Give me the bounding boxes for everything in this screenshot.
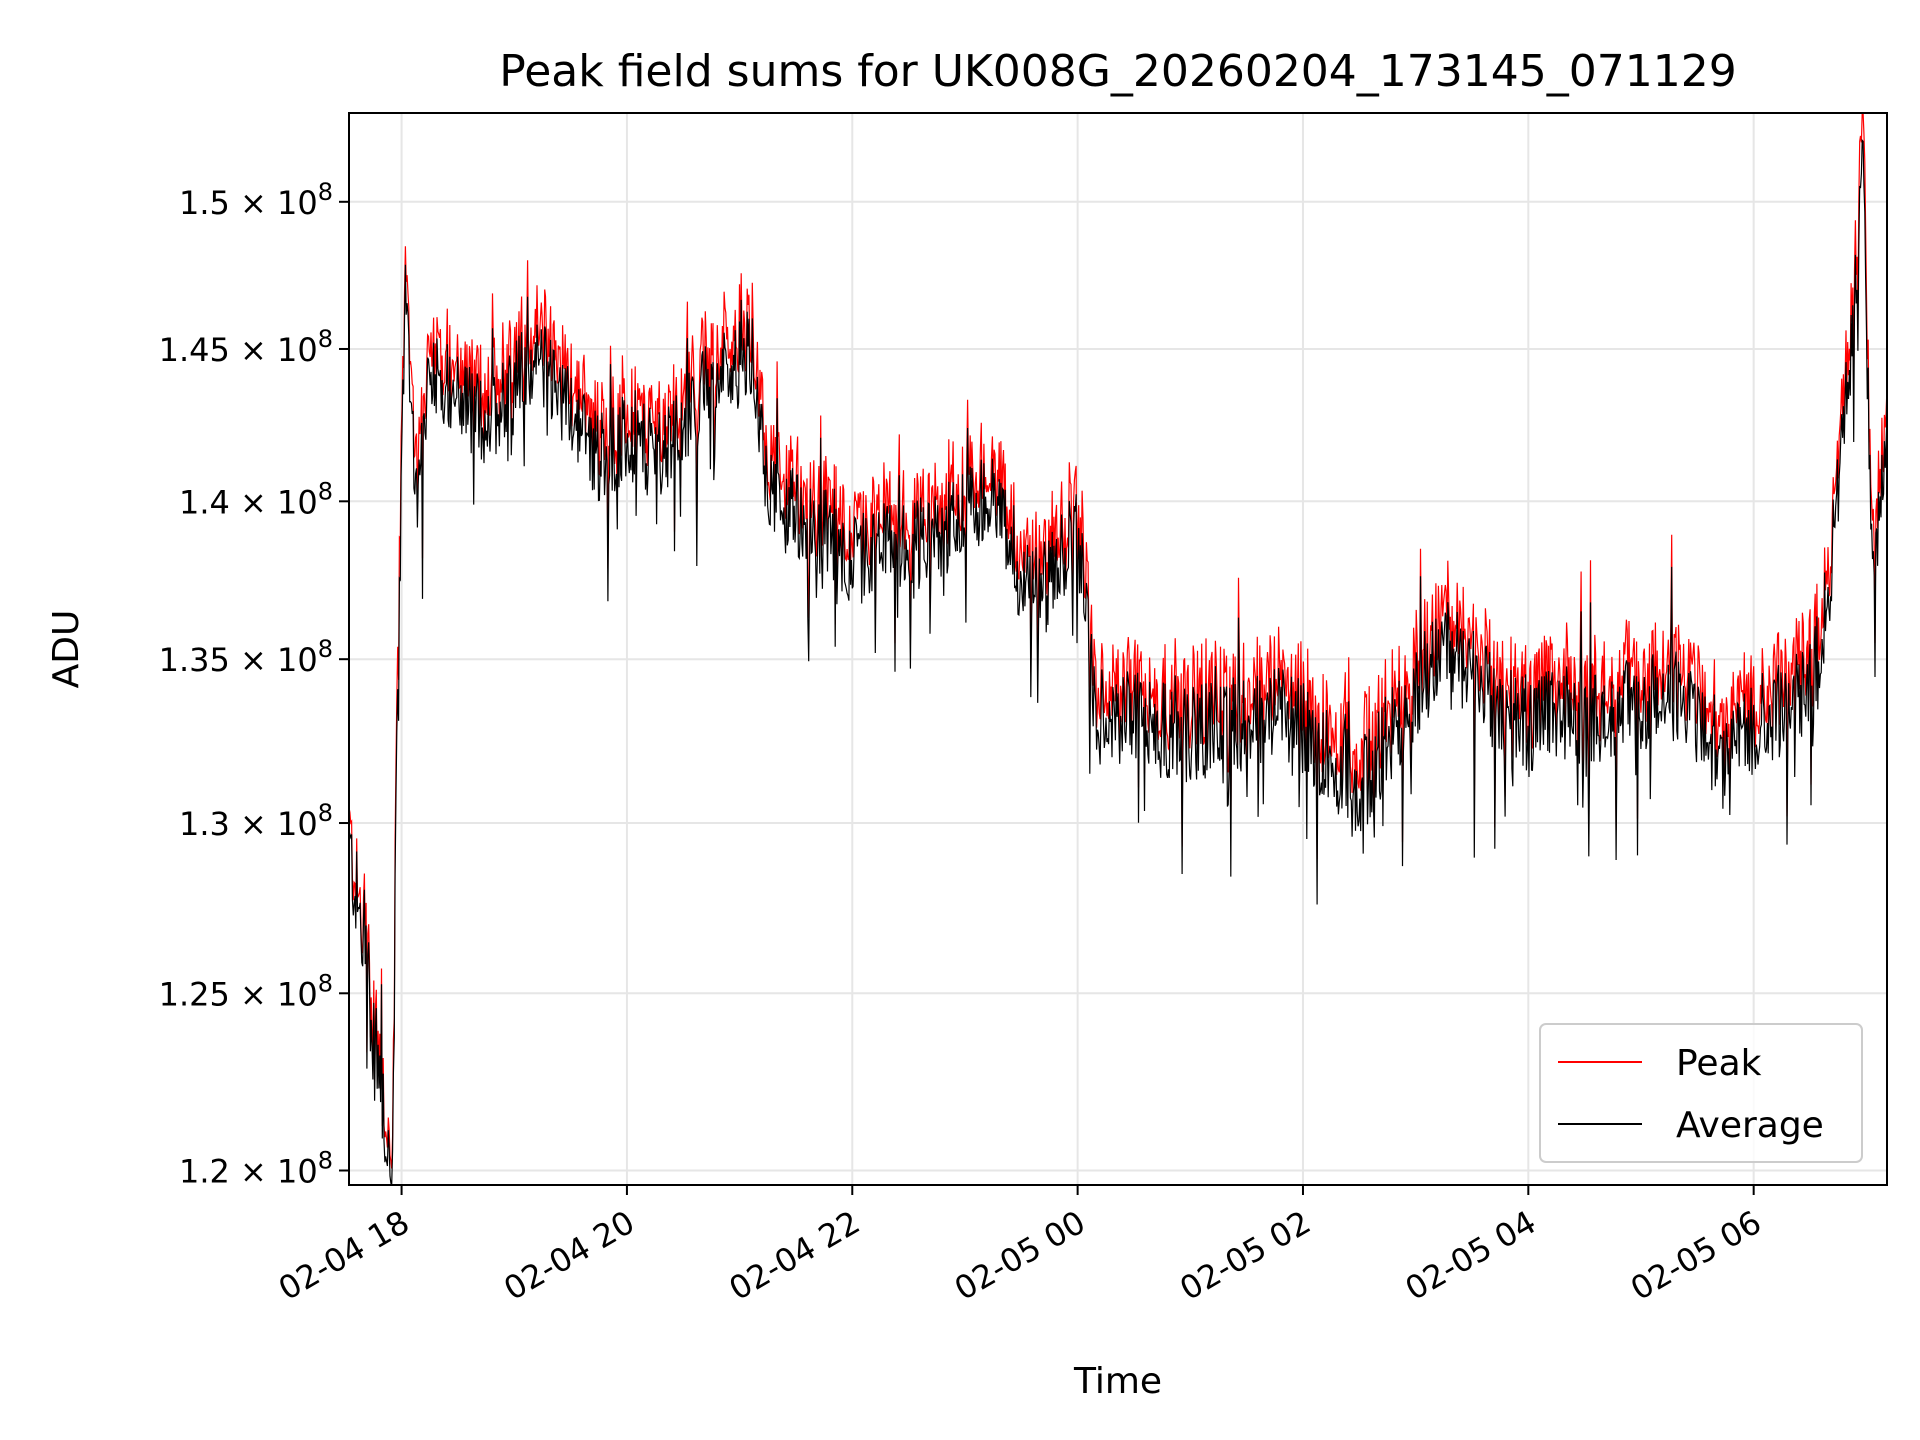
legend: Peak Average	[1539, 1023, 1863, 1163]
y-tick-label: 1.35 × 108	[159, 635, 333, 679]
chart-title: Peak field sums for UK008G_20260204_1731…	[499, 46, 1736, 97]
legend-label: Average	[1676, 1105, 1824, 1146]
legend-label: Peak	[1676, 1043, 1762, 1084]
y-axis: 1.2 × 108 1.25 × 108 1.3 × 108 1.35 × 108 1.…	[159, 178, 349, 1191]
y-tick-label: 1.4 × 108	[179, 477, 333, 521]
legend-box	[1539, 1023, 1863, 1163]
y-tick-label: 1.25 × 108	[159, 969, 333, 1013]
series-average-line	[348, 138, 1888, 1186]
series-layer	[348, 112, 1888, 1186]
y-axis-label: ADU	[46, 610, 87, 689]
y-tick-label: 1.2 × 108	[179, 1147, 333, 1191]
series-peak-line	[348, 112, 1888, 1169]
plot-frame	[348, 112, 1888, 1186]
y-tick-label: 1.3 × 108	[179, 799, 333, 843]
y-tick-label: 1.45 × 108	[159, 325, 333, 369]
x-axis-label: Time	[1073, 1361, 1162, 1402]
y-tick-label: 1.5 × 108	[179, 178, 333, 222]
